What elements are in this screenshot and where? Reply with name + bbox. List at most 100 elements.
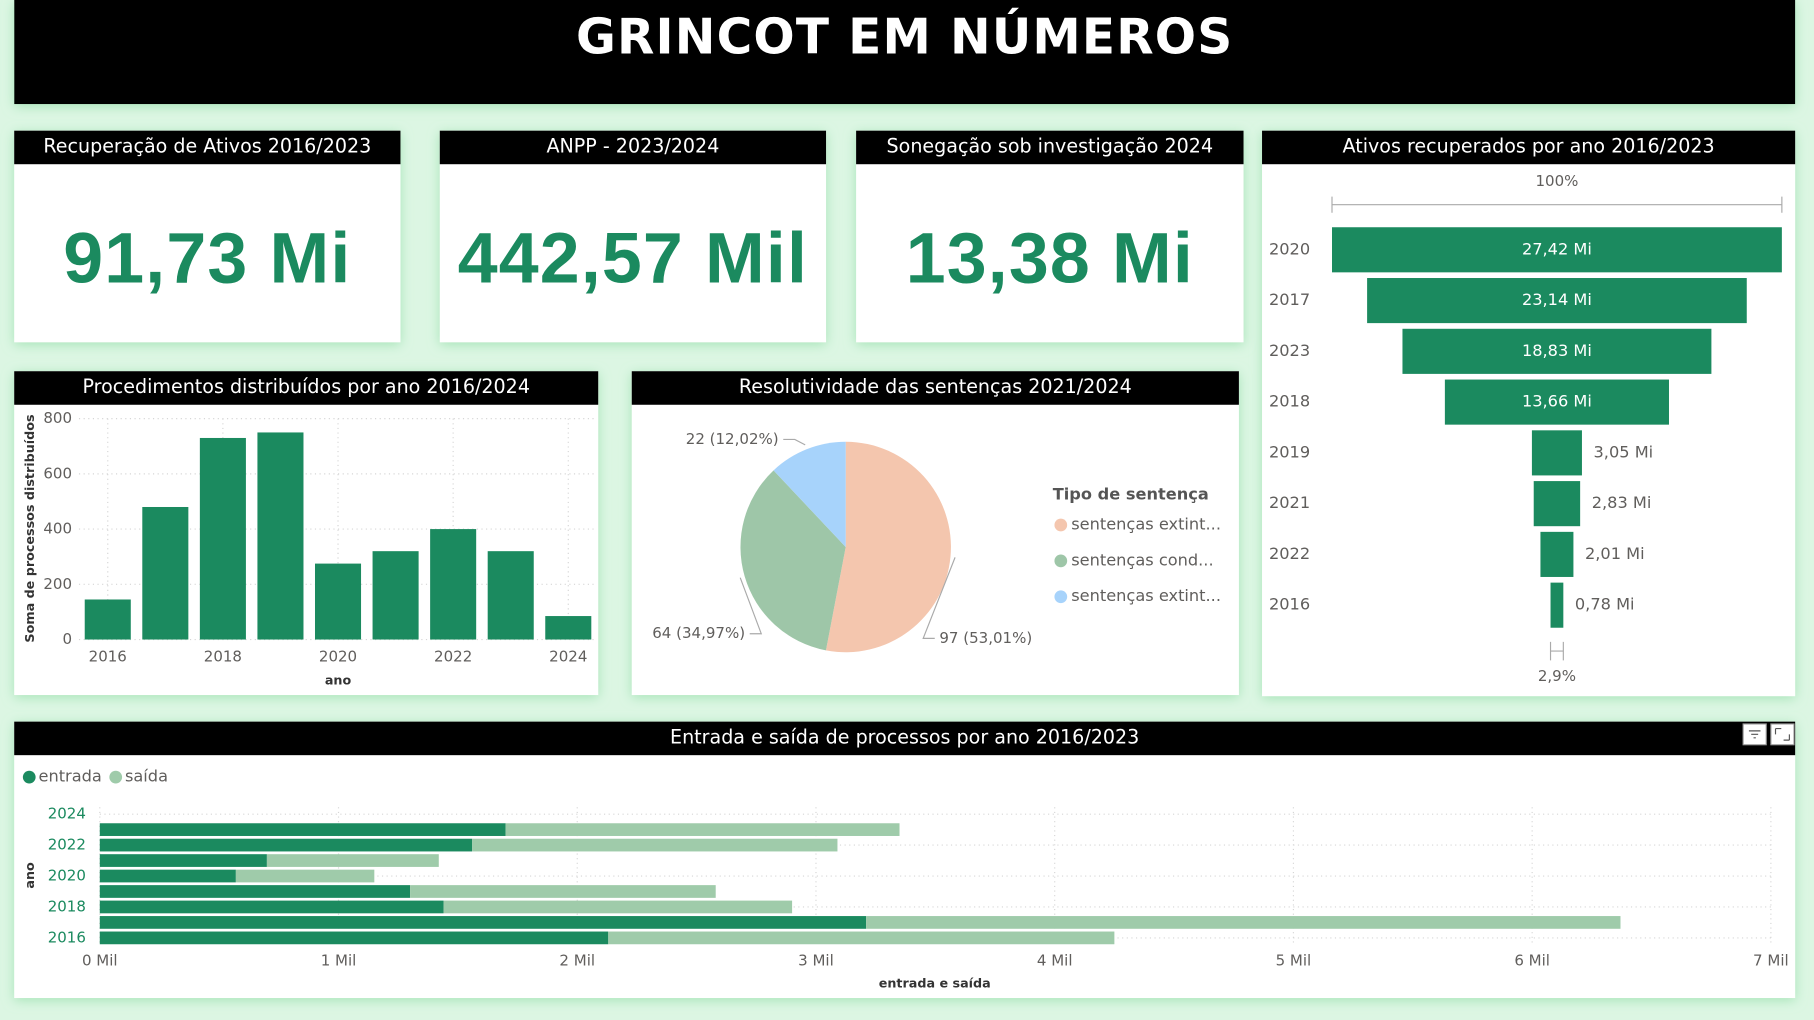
bar-segment [266,854,439,867]
panel-title-bar [14,130,401,165]
x-axis-title: ano [325,673,352,688]
panel [14,130,401,343]
focus-icon[interactable] [1770,723,1795,746]
legend-label: sentenças extint... [1071,515,1221,534]
panel-title-bar [14,371,599,405]
bar [372,551,419,640]
y-tick-label: 600 [43,464,72,482]
funnel-bar [1444,379,1669,425]
category-label: 2019 [1269,442,1310,461]
x-tick-label: 3 Mil [798,952,834,970]
bar-segment [99,854,267,867]
funnel-bar [1367,278,1747,324]
kpi-value: 442,57 Mil [458,219,808,299]
data-label: 2,01 Mi [1585,544,1645,563]
kpi-value: 13,38 Mi [906,219,1194,299]
bar [199,437,246,640]
data-label: 22 (12,02%) [686,430,779,448]
data-label: 2,83 Mi [1592,493,1652,512]
y-tick-label: 200 [43,575,72,593]
header-bar [14,0,1796,105]
category-label: 2022 [1269,544,1310,563]
funnel-bar [1531,430,1582,476]
leader-line [783,438,806,446]
x-tick-label: 2020 [319,647,357,665]
pie-slice [740,470,846,651]
x-axis-title: entrada e saída [879,976,991,991]
y-tick-label: 800 [43,409,72,427]
bar-segment [99,838,473,852]
page-title: GRINCOT EM NÚMEROS [576,8,1233,65]
x-tick-label: 7 Mil [1753,952,1789,970]
filter-glyph [1748,730,1761,739]
funnel-bar [1550,582,1564,628]
leader-line [922,557,956,639]
category-label: 2023 [1269,341,1310,360]
x-tick-label: 2018 [204,647,242,665]
legend-swatch [1054,518,1068,532]
bar [545,616,592,640]
bar-segment [99,869,236,883]
bar-segment [410,885,716,898]
x-tick-label: 2024 [549,647,587,665]
bar-segment [866,916,1621,929]
bar-segment [99,823,506,836]
bottom-bracket [1549,641,1564,661]
panel-title: Recuperação de Ativos 2016/2023 [43,135,371,157]
y-tick-label: 2024 [48,805,86,823]
panel [439,130,827,343]
panel [14,371,599,696]
bar [487,551,534,640]
panel-title-bar [631,371,1239,405]
legend-swatch [22,770,36,784]
panels: Recuperação de Ativos 2016/2023 91,73 Mi A… [14,130,1796,999]
panel-title-bar [14,721,1796,756]
panel-title-bar [439,130,827,165]
focus-glyph [1774,727,1790,741]
panel-title: Procedimentos distribuídos por ano 2016/… [82,376,529,398]
bar-segment [99,885,411,898]
legend-label: entrada [38,767,101,786]
category-label: 2018 [1269,392,1310,411]
x-tick-label: 4 Mil [1037,952,1073,970]
funnel-bar [1540,531,1574,577]
x-tick-label: 2022 [434,647,472,665]
bar-segment [99,931,609,945]
y-tick-label: 0 [62,630,72,648]
data-label: 0,78 Mi [1575,595,1635,614]
bar [314,563,362,640]
panel-title: Entrada e saída de processos por ano 201… [670,726,1139,748]
bar-segment [608,931,1115,945]
legend-swatch [1054,554,1068,568]
bar-segment [99,916,867,929]
data-label: 27,42 Mi [1522,239,1592,258]
panel-title-bar [856,130,1244,165]
x-tick-label: 2016 [89,647,127,665]
panel-title: ANPP - 2023/2024 [546,135,719,157]
bar-segment [99,900,444,914]
pie-slice [825,441,951,653]
bar-segment [443,900,793,914]
panel-title-bar [1262,130,1796,165]
bar-segment [505,823,900,836]
x-tick-label: 5 Mil [1276,952,1312,970]
top-label: 100% [1535,172,1578,190]
y-tick-label: 400 [43,520,72,538]
y-tick-label: 2018 [48,897,86,915]
category-label: 2021 [1269,493,1310,512]
data-label: 18,83 Mi [1522,341,1592,360]
panel-title: Resolutividade das sentenças 2021/2024 [739,376,1132,398]
bar [84,599,131,640]
legend-title: Tipo de sentença [1053,484,1209,503]
x-tick-label: 0 Mil [82,952,118,970]
panel-title: Ativos recuperados por ano 2016/2023 [1343,135,1715,157]
bar [257,432,304,640]
y-axis-title: ano [22,862,37,889]
top-bracket [1331,196,1783,213]
y-axis-title: Soma de processos distribuídos [22,414,37,642]
panel-icons [1742,723,1795,746]
legend-swatch [109,770,123,784]
bar [430,529,477,640]
panel-title: Sonegação sob investigação 2024 [887,135,1214,157]
